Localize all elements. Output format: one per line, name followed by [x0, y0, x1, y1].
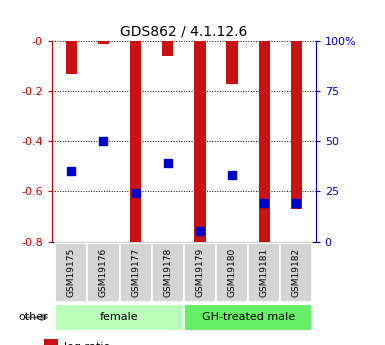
- FancyBboxPatch shape: [216, 243, 248, 302]
- Point: [293, 201, 300, 206]
- Bar: [98, 41, 109, 44]
- Point: [68, 169, 74, 174]
- Text: log ratio: log ratio: [64, 342, 110, 345]
- Text: female: female: [100, 313, 139, 322]
- FancyBboxPatch shape: [87, 243, 119, 302]
- FancyBboxPatch shape: [55, 243, 87, 302]
- FancyBboxPatch shape: [152, 243, 184, 302]
- Bar: [291, 41, 302, 209]
- Text: GSM19179: GSM19179: [196, 248, 204, 297]
- FancyBboxPatch shape: [280, 243, 313, 302]
- Text: GSM19176: GSM19176: [99, 248, 108, 297]
- Point: [197, 229, 203, 234]
- Bar: [162, 41, 173, 56]
- Point: [261, 201, 267, 206]
- Bar: [44, 339, 59, 345]
- Point: [229, 173, 235, 178]
- Text: other: other: [18, 313, 48, 322]
- Bar: [194, 41, 206, 242]
- Text: GSM19175: GSM19175: [67, 248, 76, 297]
- Bar: [66, 41, 77, 74]
- Point: [100, 139, 107, 144]
- Title: GDS862 / 4.1.12.6: GDS862 / 4.1.12.6: [120, 25, 248, 39]
- Text: GH-treated male: GH-treated male: [202, 313, 295, 322]
- Bar: [130, 41, 141, 242]
- FancyBboxPatch shape: [119, 243, 152, 302]
- FancyBboxPatch shape: [184, 304, 313, 331]
- Point: [132, 191, 139, 196]
- Text: GSM19182: GSM19182: [292, 248, 301, 297]
- Text: GSM19180: GSM19180: [228, 248, 236, 297]
- FancyBboxPatch shape: [184, 243, 216, 302]
- Bar: [259, 41, 270, 242]
- FancyBboxPatch shape: [55, 304, 184, 331]
- Bar: [226, 41, 238, 84]
- Text: GSM19177: GSM19177: [131, 248, 140, 297]
- FancyBboxPatch shape: [248, 243, 280, 302]
- Text: GSM19181: GSM19181: [260, 248, 269, 297]
- Point: [165, 161, 171, 166]
- Text: GSM19178: GSM19178: [163, 248, 172, 297]
